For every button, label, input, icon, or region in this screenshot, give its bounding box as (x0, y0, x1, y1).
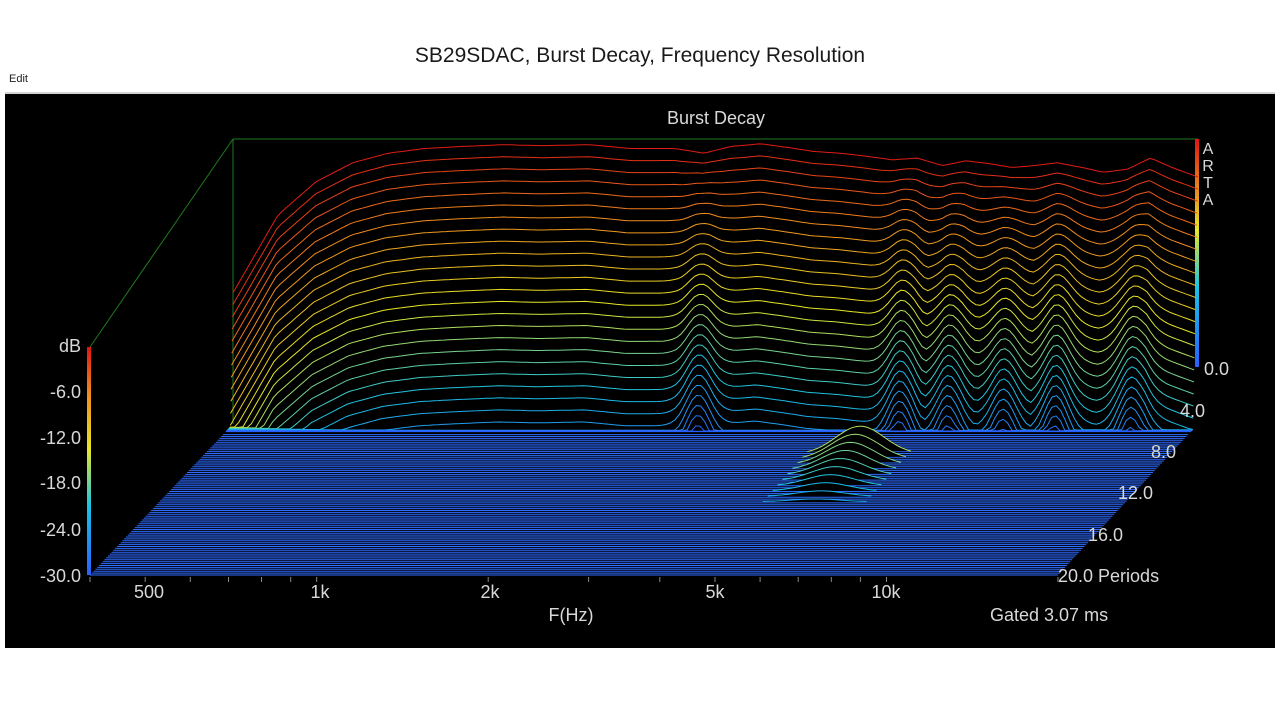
decay-slice (229, 263, 1196, 426)
decay-slice (231, 202, 1197, 354)
left-diagonal-edge (89, 138, 234, 348)
x-minor-ticks (89, 577, 1059, 582)
x-axis-label: F(Hz) (549, 605, 594, 625)
floor-lines (90, 434, 1189, 576)
decay-slice (230, 273, 1196, 428)
watermark-letter: A (1203, 141, 1214, 158)
waterfall-plot: 500 1k 2k 5k 10k dB -6.0 -12.0 -18.0 -24… (5, 92, 1275, 648)
decay-slice (227, 384, 1193, 431)
decay-slice (228, 334, 1194, 430)
y-tick-label: 20.0 Periods (1058, 566, 1159, 586)
y-tick-label: 16.0 (1088, 525, 1123, 545)
bump-line (777, 474, 882, 486)
decay-slice (229, 283, 1196, 428)
bump-line (767, 490, 872, 497)
x-tick-label-1k: 1k (310, 582, 330, 602)
z-tick-labels: dB -6.0 -12.0 -18.0 -24.0 -30.0 (40, 336, 81, 586)
edit-menu-label[interactable]: Edit (9, 73, 28, 85)
y-tick-label: 4.0 (1180, 401, 1205, 421)
floor-artifact-bump (762, 425, 912, 502)
decay-slice (229, 294, 1195, 429)
watermark-letter: T (1203, 175, 1213, 192)
waterfall-chart-svg: 500 1k 2k 5k 10k dB -6.0 -12.0 -18.0 -24… (40, 108, 1229, 625)
decay-slice (231, 179, 1198, 330)
y-tick-label: 12.0 (1118, 483, 1153, 503)
decay-slice (232, 143, 1199, 294)
z-axis-label: dB (59, 336, 81, 356)
decay-slice (230, 233, 1197, 390)
gating-note: Gated 3.07 ms (990, 605, 1108, 625)
decay-slice (226, 415, 1192, 432)
watermark-letter: A (1203, 192, 1214, 209)
db-color-bar (87, 347, 91, 575)
decay-slice (232, 167, 1198, 318)
slide-title: SB29SDAC, Burst Decay, Frequency Resolut… (414, 44, 866, 67)
bump-line (762, 498, 867, 502)
x-tick-labels: 500 1k 2k 5k 10k (134, 582, 902, 602)
decay-slice (227, 374, 1193, 431)
decay-slice (231, 191, 1198, 342)
decay-slice (230, 243, 1196, 402)
x-tick-label-5k: 5k (705, 582, 725, 602)
decay-slice (228, 354, 1194, 430)
z-tick-label: -6.0 (50, 382, 81, 402)
y-tick-label: 8.0 (1151, 442, 1176, 462)
z-tick-label: -24.0 (40, 520, 81, 540)
decay-slice (230, 253, 1196, 414)
decay-slice (230, 222, 1197, 378)
decay-slice (227, 364, 1194, 430)
decay-slice (231, 212, 1197, 366)
watermark-letter: R (1202, 158, 1214, 175)
x-tick-label-10k: 10k (871, 582, 901, 602)
decay-slice (228, 344, 1194, 430)
bump-line (782, 466, 887, 480)
back-color-bar (1195, 139, 1199, 367)
x-tick-label-500: 500 (134, 582, 164, 602)
chart-title: Burst Decay (667, 108, 765, 128)
z-tick-label: -18.0 (40, 473, 81, 493)
y-tick-labels: 0.0 4.0 8.0 12.0 16.0 20.0 Periods (1058, 359, 1229, 586)
decay-slice (228, 324, 1195, 429)
decay-slices (225, 143, 1199, 433)
z-tick-label: -12.0 (40, 428, 81, 448)
bump-line (787, 458, 892, 475)
decay-slice (229, 304, 1195, 429)
decay-slice (232, 155, 1198, 306)
y-tick-label: 0.0 (1204, 359, 1229, 379)
decay-slice (229, 314, 1195, 429)
bump-line (772, 482, 877, 491)
x-tick-label-2k: 2k (480, 582, 500, 602)
z-tick-label: -30.0 (40, 566, 81, 586)
